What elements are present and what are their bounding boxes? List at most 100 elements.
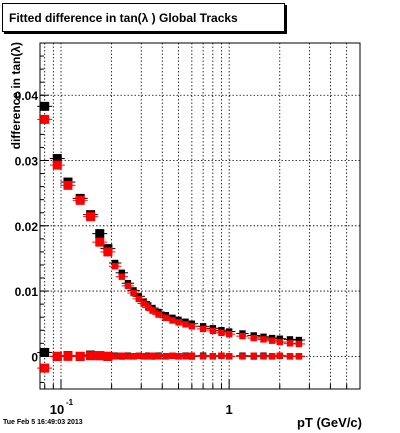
timestamp: Tue Feb 5 16:49:03 2013: [3, 419, 83, 426]
marker: [182, 353, 189, 360]
data-point: [60, 180, 76, 190]
marker: [40, 347, 50, 357]
marker: [118, 269, 126, 276]
marker: [169, 352, 176, 359]
data-point: [92, 229, 108, 239]
plot-frame: [39, 42, 361, 390]
marker: [225, 353, 233, 360]
marker: [188, 352, 196, 359]
data-point: [100, 247, 116, 257]
marker: [124, 282, 132, 290]
data-point: [108, 263, 122, 270]
marker: [40, 363, 50, 373]
y-tick-label: 0.01: [15, 285, 39, 299]
marker: [111, 353, 119, 360]
data-point: [222, 353, 236, 360]
marker: [250, 352, 257, 359]
data-point: [206, 353, 220, 360]
y-tick-label: 0.02: [15, 220, 39, 234]
data-point: [292, 353, 306, 360]
marker: [144, 304, 152, 311]
data-point: [247, 334, 260, 342]
marker: [95, 237, 105, 247]
marker: [86, 351, 96, 361]
data-point: [265, 337, 279, 344]
marker: [135, 352, 142, 359]
marker: [111, 259, 119, 267]
data-point: [215, 329, 228, 337]
marker: [40, 114, 50, 124]
x-tick-label: 1: [226, 402, 233, 417]
marker: [268, 353, 276, 360]
data-point: [37, 347, 53, 357]
marker: [75, 351, 85, 361]
marker: [162, 314, 170, 322]
data-point: [92, 237, 108, 247]
data-point: [121, 282, 135, 290]
marker: [182, 321, 189, 328]
marker: [260, 336, 267, 343]
marker: [130, 289, 137, 297]
marker: [155, 311, 162, 318]
marker: [276, 352, 283, 359]
y-axis-label: difference in tan(λ): [9, 42, 23, 149]
marker: [95, 351, 105, 361]
marker: [118, 273, 126, 280]
data-point: [72, 351, 88, 361]
data-point: [283, 340, 297, 347]
marker: [250, 334, 257, 342]
y-tick-label: 0.04: [15, 89, 39, 103]
data-point: [273, 335, 286, 342]
data-point: [236, 332, 249, 340]
marker: [118, 352, 126, 359]
data-point: [236, 353, 249, 360]
marker: [140, 300, 147, 307]
data-point: [222, 330, 236, 338]
data-point: [141, 304, 155, 311]
data-point: [72, 195, 88, 205]
data-point: [152, 311, 165, 318]
data-point: [146, 307, 159, 314]
data-point: [127, 289, 140, 297]
marker: [286, 340, 294, 347]
x-tick-label: 10: [50, 402, 64, 417]
data-point: [185, 323, 199, 330]
data-point: [37, 363, 53, 373]
marker: [63, 180, 73, 190]
data-point: [265, 353, 279, 360]
data-point: [132, 295, 145, 303]
marker: [135, 295, 142, 303]
data-point: [283, 336, 297, 343]
data-points: [37, 101, 306, 373]
marker: [52, 160, 62, 170]
marker: [239, 353, 246, 360]
y-tick-label: 0.03: [15, 155, 39, 169]
marker: [111, 263, 119, 270]
y-tick-label: 0: [31, 350, 38, 364]
data-point: [196, 325, 210, 333]
marker: [175, 319, 182, 326]
x-axis-label: pT (GeV/c): [297, 415, 362, 430]
marker: [295, 336, 303, 344]
marker: [63, 351, 73, 361]
chart-title: Fitted difference in tan(λ ) Global Trac…: [2, 3, 285, 32]
tick-labels: 0 0.01 0.02 0.03 0.04 10 -1 1: [15, 89, 233, 417]
marker: [260, 353, 267, 360]
data-point: [273, 338, 286, 346]
data-point: [273, 352, 286, 359]
marker: [295, 340, 303, 348]
marker: [103, 351, 113, 361]
marker: [286, 353, 294, 360]
marker: [95, 229, 105, 239]
marker: [149, 307, 156, 314]
data-point: [292, 340, 306, 348]
marker: [199, 325, 207, 333]
marker: [52, 154, 62, 164]
marker: [209, 327, 217, 335]
marker: [209, 353, 217, 360]
data-point: [185, 352, 199, 359]
marker: [199, 353, 207, 360]
marker: [130, 353, 137, 360]
marker: [188, 323, 196, 330]
marker: [286, 336, 294, 343]
